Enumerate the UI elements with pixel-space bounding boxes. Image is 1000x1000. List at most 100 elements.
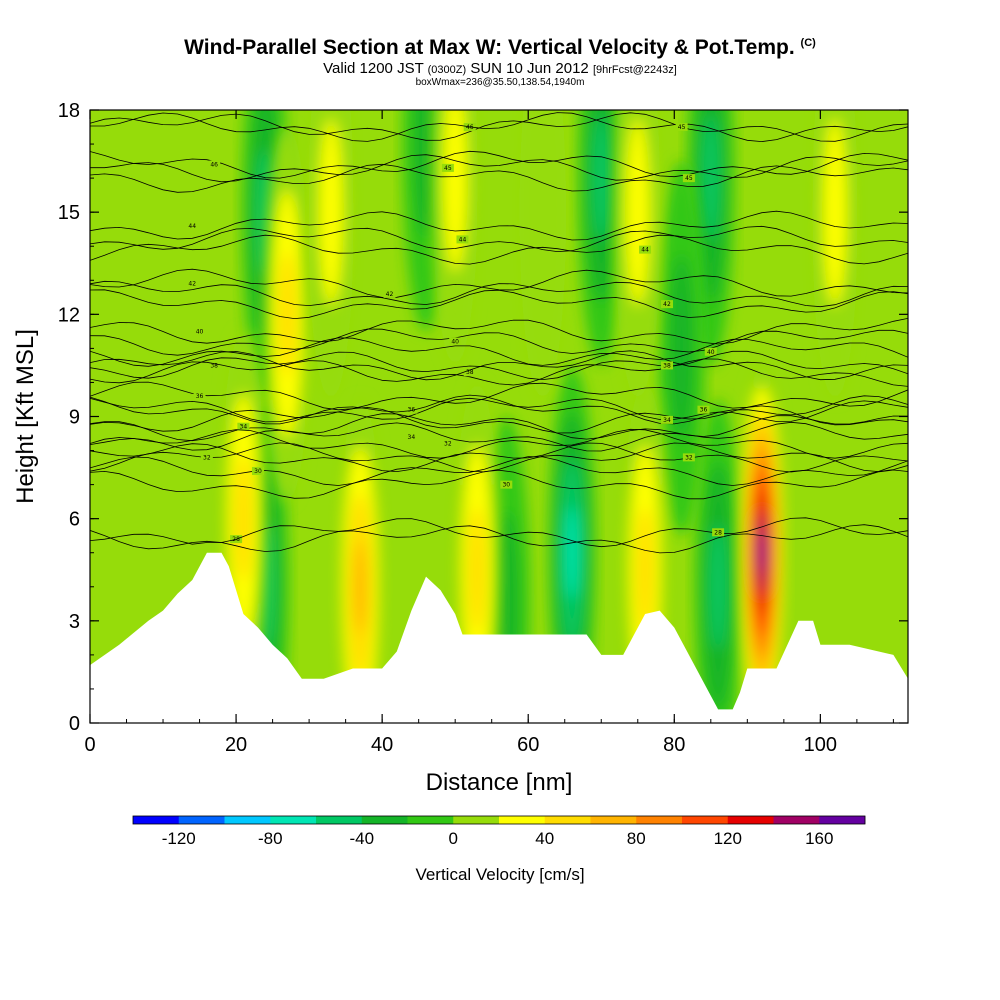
- isentrope: [90, 524, 908, 554]
- isentrope-label-bg: [405, 405, 418, 414]
- isentrope-label-bg: [675, 123, 688, 132]
- isentrope-label: 45: [685, 175, 693, 182]
- isentrope: [90, 397, 908, 423]
- isentrope-label: 30: [254, 468, 262, 475]
- isentrope-label: 42: [386, 291, 394, 298]
- isentrope-label: 45: [678, 124, 686, 131]
- isentrope: [90, 328, 908, 356]
- isentrope-label-bg: [449, 337, 462, 346]
- y-tick-label: 0: [69, 713, 80, 735]
- isentrope-label-bg: [251, 466, 264, 475]
- y-tick-label: 12: [58, 304, 80, 326]
- isentrope-label-bg: [697, 405, 710, 414]
- isentrope: [90, 358, 908, 387]
- isentrope-label: 42: [188, 281, 196, 288]
- colorbar-tick-label: -120: [162, 829, 196, 848]
- isentrope-label-bg: [660, 415, 673, 424]
- isentrope: [90, 112, 908, 143]
- isentrope: [90, 517, 908, 548]
- colorbar-tick-label: -80: [258, 829, 283, 848]
- x-tick-label: 80: [663, 734, 685, 756]
- isentrope-label: 38: [466, 369, 474, 376]
- updraft-core: [307, 110, 355, 400]
- isentrope: [90, 350, 908, 381]
- isentrope-label: 40: [451, 339, 459, 346]
- isentrope: [90, 112, 908, 142]
- isentrope: [90, 405, 908, 434]
- isentrope: [90, 280, 908, 308]
- terrain-profile: [90, 552, 908, 723]
- isentrope-label-bg: [441, 163, 454, 172]
- isentrope-label: 40: [707, 349, 715, 356]
- colorbar-label: Vertical Velocity [cm/s]: [415, 865, 584, 884]
- colorbar-swatch: [316, 816, 363, 824]
- isentrope-label-bg: [208, 361, 221, 370]
- isentrope-label: 44: [459, 236, 467, 243]
- colorbar-swatch: [727, 816, 774, 824]
- isentrope-label-bg: [193, 392, 206, 401]
- colorbar-swatch: [682, 816, 729, 824]
- isentrope-label: 40: [196, 328, 204, 335]
- y-tick-label: 9: [69, 407, 80, 429]
- isentrope-label-bg: [405, 432, 418, 441]
- isentrope-label: 46: [466, 124, 474, 131]
- downdraft-core: [577, 110, 625, 366]
- x-tick-label: 100: [804, 734, 837, 756]
- isentrope: [90, 225, 908, 253]
- chart-title: Wind-Parallel Section at Max W: Vertical…: [184, 36, 816, 59]
- isentrope-label: 34: [240, 424, 248, 431]
- updraft-core: [336, 399, 384, 723]
- isentrope-label-bg: [186, 221, 199, 230]
- isentrope: [90, 210, 908, 241]
- isentrope: [90, 318, 908, 345]
- terrain: [90, 552, 908, 723]
- isentrope: [90, 428, 908, 459]
- isentrope-label-bg: [463, 368, 476, 377]
- colorbar-swatch: [819, 816, 866, 824]
- isentrope-label: 44: [641, 247, 649, 254]
- isentrope: [90, 163, 908, 193]
- isentrope-label: 28: [714, 529, 722, 536]
- colorbar-tick-label: -40: [349, 829, 374, 848]
- colorbar-swatch: [178, 816, 225, 824]
- isentrope-label-bg: [237, 422, 250, 431]
- isentrope-label-bg: [456, 235, 469, 244]
- isentrope: [90, 289, 908, 320]
- isentrope-label: 34: [408, 434, 416, 441]
- isentrope-label-bg: [186, 279, 199, 288]
- colorbar-frame: [132, 815, 866, 825]
- colorbar-swatch: [773, 816, 820, 824]
- isentrope: [90, 381, 908, 411]
- isentrope: [90, 154, 908, 183]
- isentrope: [90, 150, 908, 179]
- colorbar-swatch: [499, 816, 546, 824]
- isentrope-label-bg: [682, 453, 695, 462]
- isentrope: [90, 442, 908, 473]
- isentrope: [90, 394, 908, 425]
- colorbar-swatch: [270, 816, 317, 824]
- isentrope-label-bg: [682, 174, 695, 183]
- isentrope-label: 36: [700, 407, 708, 414]
- isentrope-label: 38: [210, 362, 218, 369]
- isentrope-label: 30: [502, 482, 510, 489]
- colorbar-swatch: [590, 816, 637, 824]
- isentrope-label: 42: [663, 301, 671, 308]
- downdraft-core: [548, 365, 596, 723]
- isentrope: [90, 469, 908, 500]
- x-tick-label: 60: [517, 734, 539, 756]
- isentrope-label-bg: [441, 439, 454, 448]
- y-tick-label: 3: [69, 611, 80, 633]
- colorbar-tick-label: 80: [627, 829, 646, 848]
- isentrope-label-bg: [500, 480, 513, 489]
- y-tick-label: 15: [58, 202, 80, 224]
- isentrope: [90, 413, 908, 442]
- colorbar-tick-label: 120: [714, 829, 742, 848]
- isentrope-label-bg: [639, 245, 652, 254]
- isentrope-label: 45: [444, 165, 452, 172]
- isentrope: [90, 234, 908, 265]
- colorbar-tick-label: 0: [449, 829, 458, 848]
- y-axis-label: Height [Kft MSL]: [12, 329, 39, 504]
- isentrope: [90, 421, 908, 452]
